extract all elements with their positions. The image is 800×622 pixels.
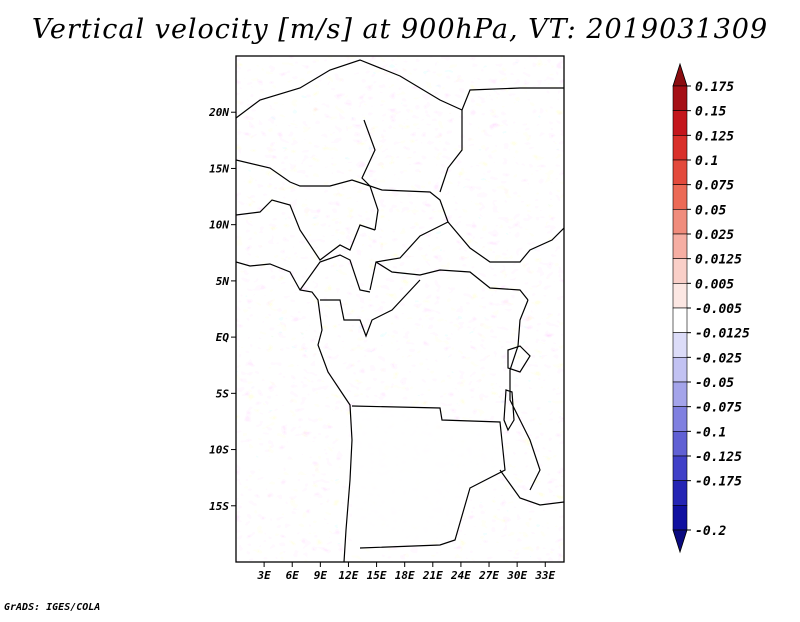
lat-tick-label: 5S xyxy=(216,387,230,400)
colorbar-swatch xyxy=(672,332,688,358)
map-frame: 20N 15N 10N 5N EQ 5S 10S 15S 3E 6E 9E 12E 15E 18E 21E… xyxy=(208,55,565,582)
colorbar-label: 0.125 xyxy=(695,129,734,144)
lat-tick-label: 10S xyxy=(209,444,229,457)
velocity-field xyxy=(236,56,564,562)
lon-tick-label: 12E xyxy=(339,569,359,582)
colorbar-label: -0.025 xyxy=(695,351,742,366)
colorbar-label: -0.125 xyxy=(695,450,742,465)
latitude-axis: 20N 15N 10N 5N EQ 5S 10S 15S xyxy=(208,106,236,513)
border-car xyxy=(375,261,529,301)
border-nigeria xyxy=(236,199,376,261)
lon-tick-label: 27E xyxy=(478,569,499,582)
colorbar: 0.175 0.15 0.125 0.1 0.075 0.05 0.025 0.0125 0.0… xyxy=(672,62,750,554)
colorbar-swatch xyxy=(672,85,688,111)
colorbar-label: -0.0125 xyxy=(695,327,750,342)
colorbar-label: -0.2 xyxy=(695,524,726,539)
colorbar-label: -0.1 xyxy=(695,425,726,440)
colorbar-label: 0.175 xyxy=(695,80,734,95)
border-north xyxy=(236,59,564,119)
colorbar-swatch xyxy=(672,406,688,432)
colorbar-swatch xyxy=(672,455,688,481)
colorbar-swatch xyxy=(672,258,688,284)
colorbar-label: 0.15 xyxy=(695,105,726,120)
colorbar-label: 0.025 xyxy=(695,228,734,243)
lake-tanganyika xyxy=(503,389,515,432)
border-angola xyxy=(351,405,506,549)
grads-credit: GrADS: IGES/COLA xyxy=(4,602,101,613)
lake-victoria xyxy=(507,345,531,373)
lat-tick-label: 15N xyxy=(209,162,229,175)
colorbar-label: 0.0125 xyxy=(695,253,742,268)
lon-tick-label: 21E xyxy=(422,569,443,582)
map-title: Vertical velocity [m/s] at 900hPa, VT: 2… xyxy=(31,14,769,45)
country-borders xyxy=(236,59,564,562)
lat-tick-label: 5N xyxy=(216,275,230,288)
colorbar-swatch xyxy=(672,431,688,457)
lon-tick-label: 30E xyxy=(506,569,527,582)
lat-tick-label: 15S xyxy=(209,500,229,513)
colorbar-label: 0.005 xyxy=(695,277,734,292)
calm-region xyxy=(352,406,505,548)
border-chad xyxy=(361,119,449,291)
border-sahel xyxy=(236,159,379,231)
lon-tick-label: 15E xyxy=(367,569,387,582)
border-coast-west xyxy=(236,261,353,562)
colorbar-label: 0.05 xyxy=(695,203,726,218)
colorbar-label: -0.005 xyxy=(695,302,742,317)
lon-tick-label: 24E xyxy=(450,569,471,582)
border-cameroon xyxy=(299,254,371,293)
colorbar-label: 0.075 xyxy=(695,179,734,194)
plot-border xyxy=(235,55,565,563)
longitude-axis: 3E 6E 9E 12E 15E 18E 21E 24E 27E 30E 33E xyxy=(256,562,556,582)
colorbar-swatch xyxy=(672,233,688,259)
lon-tick-label: 3E xyxy=(256,569,271,582)
colorbar-swatch xyxy=(672,480,688,506)
colorbar-label: -0.05 xyxy=(695,376,734,391)
colorbar-top-arrow xyxy=(672,62,688,87)
lon-tick-label: 9E xyxy=(314,569,328,582)
border-congo xyxy=(320,279,421,338)
colorbar-swatch xyxy=(672,135,688,161)
colorbar-swatch xyxy=(672,381,688,407)
lat-tick-label: 20N xyxy=(208,106,229,119)
colorbar-bottom-arrow xyxy=(672,529,688,554)
lon-tick-label: 6E xyxy=(286,569,300,582)
border-sudan xyxy=(439,110,564,263)
lon-tick-label: 18E xyxy=(395,569,415,582)
colorbar-swatch xyxy=(672,184,688,210)
colorbar-swatch xyxy=(672,283,688,309)
colorbar-swatch xyxy=(672,110,688,136)
colorbar-label: -0.175 xyxy=(695,475,742,490)
colorbar-label: -0.075 xyxy=(695,401,742,416)
lon-tick-label: 33E xyxy=(534,569,555,582)
border-southeast xyxy=(499,469,564,506)
colorbar-swatch xyxy=(672,505,688,531)
colorbar-swatch xyxy=(672,307,688,333)
colorbar-swatch xyxy=(672,357,688,383)
colorbar-swatch xyxy=(672,159,688,185)
lat-tick-label: EQ xyxy=(216,331,230,344)
colorbar-label: 0.1 xyxy=(695,154,718,169)
border-drc-east xyxy=(509,299,541,491)
colorbar-swatch xyxy=(672,209,688,235)
lat-tick-label: 10N xyxy=(209,219,229,232)
